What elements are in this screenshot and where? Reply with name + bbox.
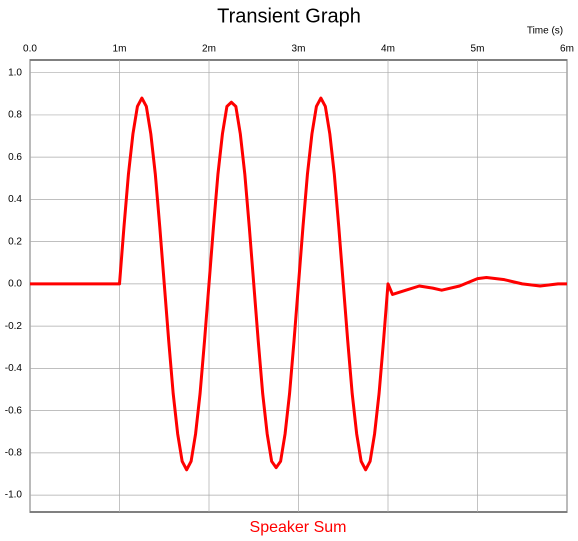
y-tick-label: 0.2 <box>8 236 22 247</box>
x-tick-label: 0.0 <box>23 44 37 55</box>
legend-label: Speaker Sum <box>250 519 347 536</box>
y-tick-label: 1.0 <box>8 67 22 78</box>
y-tick-label: -0.4 <box>5 363 23 374</box>
x-tick-label: 1m <box>113 44 127 55</box>
x-tick-label: 4m <box>381 44 395 55</box>
x-tick-label: 6m <box>560 44 574 55</box>
x-tick-label: 3m <box>292 44 306 55</box>
x-tick-label: 5m <box>471 44 485 55</box>
y-tick-label: 0.4 <box>8 194 22 205</box>
x-axis-label: Time (s) <box>527 26 563 37</box>
y-tick-label: -0.2 <box>5 321 23 332</box>
chart-title: Transient Graph <box>217 5 361 27</box>
x-tick-label: 2m <box>202 44 216 55</box>
y-tick-label: -1.0 <box>5 490 23 501</box>
y-tick-label: -0.8 <box>5 448 23 459</box>
y-tick-label: -0.6 <box>5 405 23 416</box>
y-tick-label: 0.8 <box>8 110 22 121</box>
y-tick-label: 0.0 <box>8 279 22 290</box>
series-line <box>30 96 567 472</box>
y-tick-label: 0.6 <box>8 152 22 163</box>
